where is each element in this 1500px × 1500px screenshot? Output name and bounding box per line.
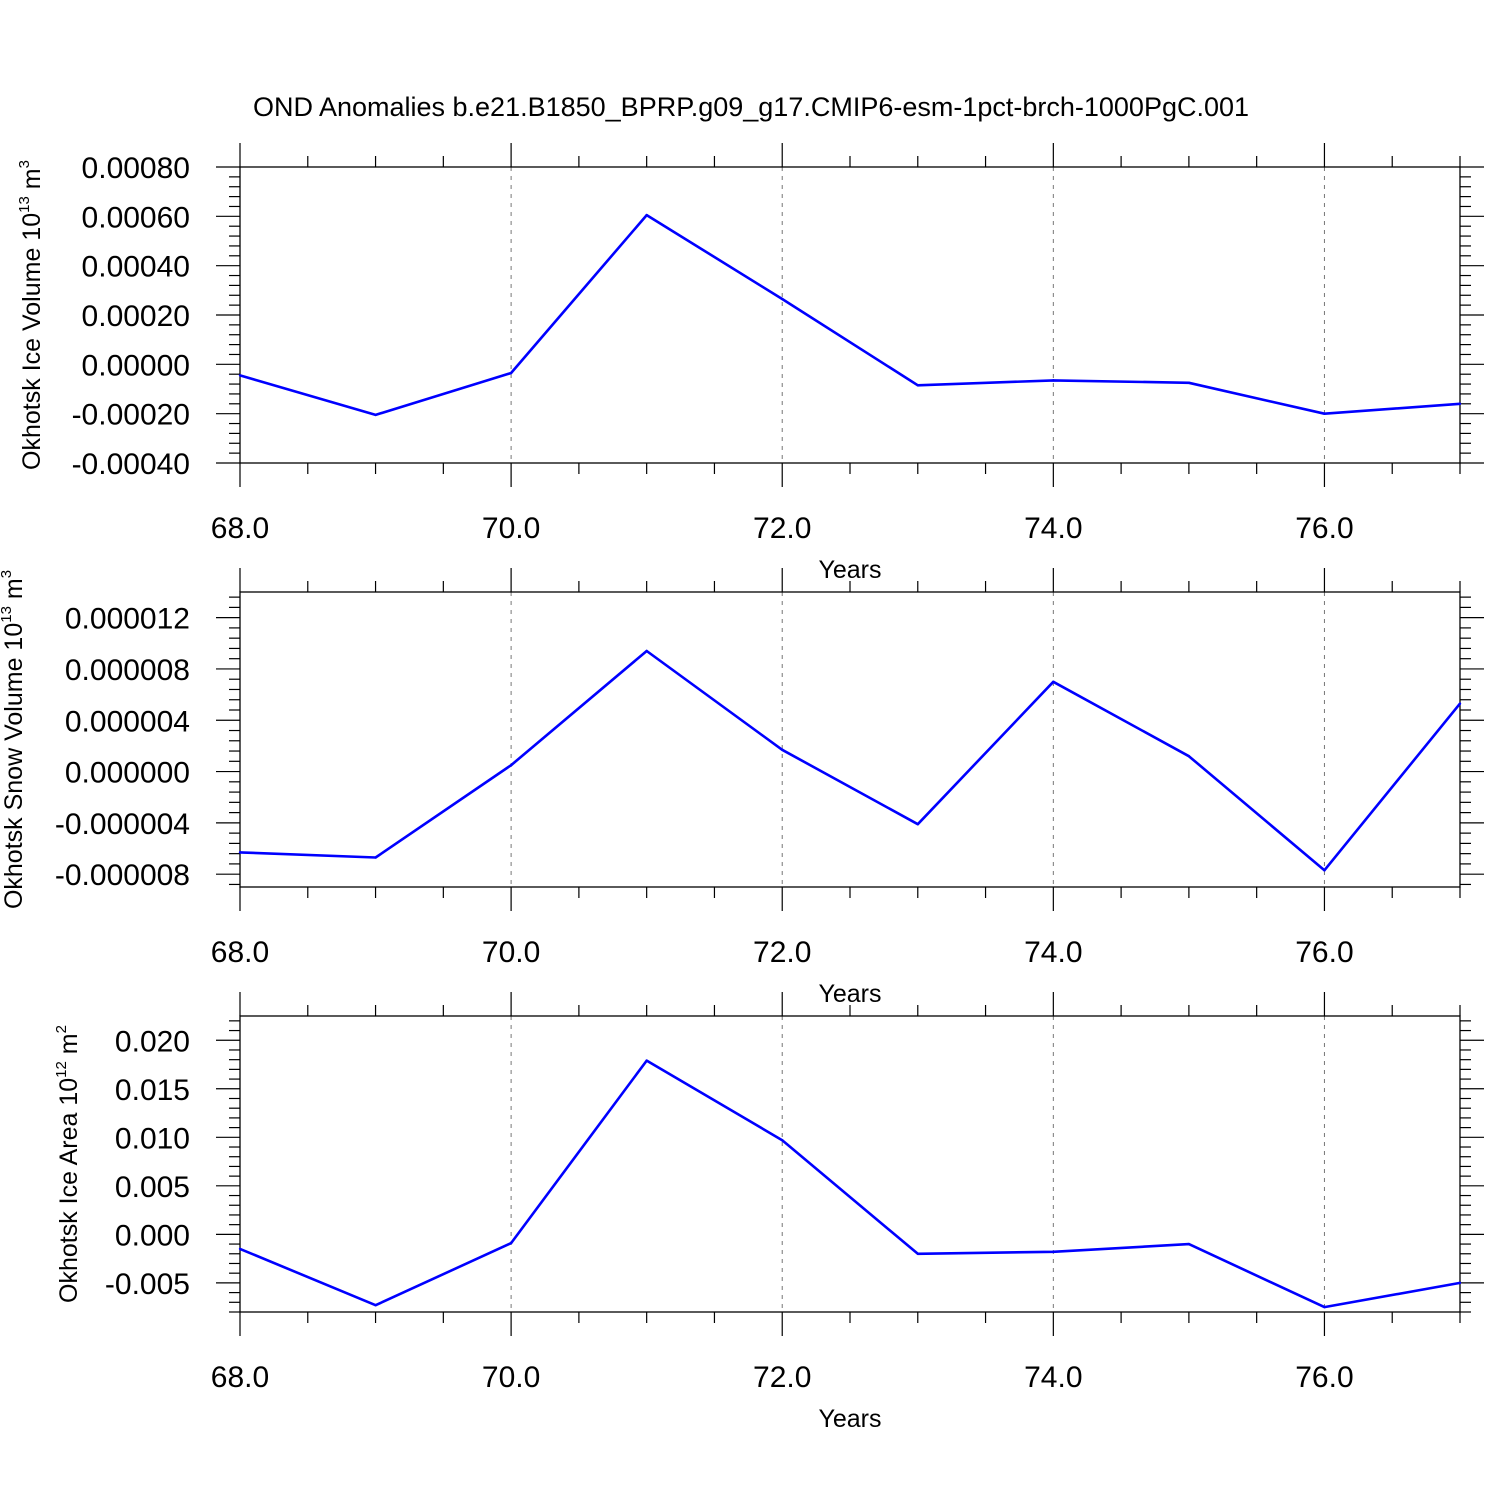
data-point — [781, 1139, 784, 1142]
y-tick-label: -0.005 — [105, 1268, 190, 1301]
y-axis-label-text: Okhotsk Ice Volume 10 — [18, 213, 46, 470]
x-tick-label: 76.0 — [1295, 936, 1353, 969]
y-axis-label-exponent: 13 — [0, 606, 15, 623]
y-axis-label-exponent: 2 — [53, 1025, 70, 1033]
x-tick-label: 76.0 — [1295, 1361, 1353, 1394]
data-point — [645, 649, 648, 653]
plot-frame — [239, 166, 1461, 464]
y-axis-label-exponent: 12 — [53, 1061, 70, 1078]
y-axis-label: Okhotsk Ice Area 1012 m2 — [53, 1025, 83, 1303]
y-axis-label-text: m — [0, 578, 28, 606]
data-point — [509, 1241, 513, 1245]
plot-frame — [239, 1015, 1461, 1313]
x-tick-label: 74.0 — [1024, 512, 1082, 545]
figure-title: OND Anomalies b.e21.B1850_BPRP.g09_g17.C… — [253, 92, 1249, 122]
data-point — [1052, 1250, 1055, 1254]
panel-3: 68.0 70.0 72.0 74.0 76.0 Years -0.005 0.000 0.00… — [53, 992, 1484, 1433]
y-tick-label: -0.000004 — [55, 808, 190, 841]
data-point — [509, 371, 513, 375]
y-axis-label-exponent: 3 — [0, 570, 15, 578]
x-tick-label: 74.0 — [1024, 1361, 1082, 1394]
y-axis-label-text: Okhotsk Ice Area 10 — [55, 1078, 83, 1303]
data-point — [1052, 379, 1055, 382]
x-tick-label: 70.0 — [482, 1361, 540, 1394]
x-tick-label: 76.0 — [1295, 512, 1353, 545]
data-point — [1458, 402, 1462, 405]
data-point — [1052, 680, 1055, 683]
y-axis-label-exponent: 13 — [16, 196, 33, 213]
x-tick-label: 68.0 — [211, 512, 269, 545]
panel-2: 68.0 70.0 72.0 74.0 76.0 Years -0.000008 -0.000… — [0, 568, 1484, 1008]
y-tick-label: 0.00000 — [82, 349, 190, 382]
y-tick-label: -0.000008 — [55, 859, 190, 892]
y-axis-label-text: m — [55, 1033, 83, 1061]
data-point — [374, 856, 377, 859]
y-tick-label: 0.00040 — [82, 251, 190, 284]
y-tick-label: 0.020 — [115, 1025, 190, 1058]
data-point — [238, 374, 242, 377]
data-point — [781, 748, 784, 751]
x-tick-label: 68.0 — [211, 936, 269, 969]
data-point — [238, 851, 242, 854]
y-tick-label: 0.005 — [115, 1171, 190, 1204]
series-line — [239, 649, 1462, 872]
data-point — [1187, 754, 1191, 758]
y-tick-label: -0.00020 — [72, 399, 190, 432]
data-point — [645, 213, 648, 217]
y-tick-label: 0.015 — [115, 1074, 190, 1107]
data-point — [1458, 702, 1462, 705]
y-tick-label: 0.000000 — [65, 757, 190, 790]
x-tick-label: 70.0 — [482, 512, 540, 545]
data-point — [374, 413, 377, 417]
panels: 68.0 70.0 72.0 74.0 76.0 Years -0.00040 -0.0002… — [0, 143, 1484, 1433]
y-tick-label: 0.010 — [115, 1122, 190, 1155]
y-axis-label-exponent: 3 — [16, 160, 33, 168]
data-point — [509, 763, 513, 767]
plot-frame — [239, 591, 1461, 888]
data-point — [916, 822, 919, 826]
x-tick-label: 72.0 — [753, 512, 811, 545]
data-point — [781, 297, 784, 301]
y-axis-label: Okhotsk Ice Volume 1013 m3 — [16, 160, 46, 470]
x-axis-label: Years — [818, 980, 881, 1008]
data-point — [1323, 869, 1326, 872]
y-tick-label: 0.000008 — [65, 654, 190, 687]
data-point — [916, 384, 919, 387]
data-point — [916, 1252, 919, 1255]
x-tick-label: 72.0 — [753, 1361, 811, 1394]
data-point — [1323, 412, 1326, 415]
series-line — [239, 213, 1461, 417]
data-point — [645, 1059, 648, 1062]
y-axis-label-text: Okhotsk Snow Volume 10 — [0, 623, 28, 909]
y-tick-label: 0.000004 — [65, 705, 190, 738]
y-tick-label: 0.000 — [115, 1219, 190, 1252]
y-axis-label-text: m — [18, 168, 46, 196]
panel-1: 68.0 70.0 72.0 74.0 76.0 Years -0.00040 -0.0002… — [16, 143, 1484, 584]
data-point — [238, 1247, 242, 1251]
y-tick-label: 0.00080 — [82, 152, 190, 185]
x-axis-label: Years — [818, 556, 881, 584]
x-tick-label: 70.0 — [482, 936, 540, 969]
data-point — [374, 1304, 377, 1307]
y-axis-label: Okhotsk Snow Volume 1013 m3 — [0, 570, 28, 909]
y-tick-label: 0.000012 — [65, 603, 190, 636]
data-point — [1458, 1281, 1462, 1285]
x-tick-label: 72.0 — [753, 936, 811, 969]
data-point — [1323, 1305, 1326, 1309]
series-line — [239, 1059, 1461, 1309]
y-tick-label: 0.00020 — [82, 300, 190, 333]
x-axis-label: Years — [818, 1405, 881, 1433]
y-tick-label: -0.00040 — [72, 448, 190, 481]
y-tick-label: 0.00060 — [82, 201, 190, 234]
data-point — [1187, 1242, 1191, 1246]
x-tick-label: 74.0 — [1024, 936, 1082, 969]
x-tick-label: 68.0 — [211, 1361, 269, 1394]
data-point — [1187, 381, 1191, 385]
